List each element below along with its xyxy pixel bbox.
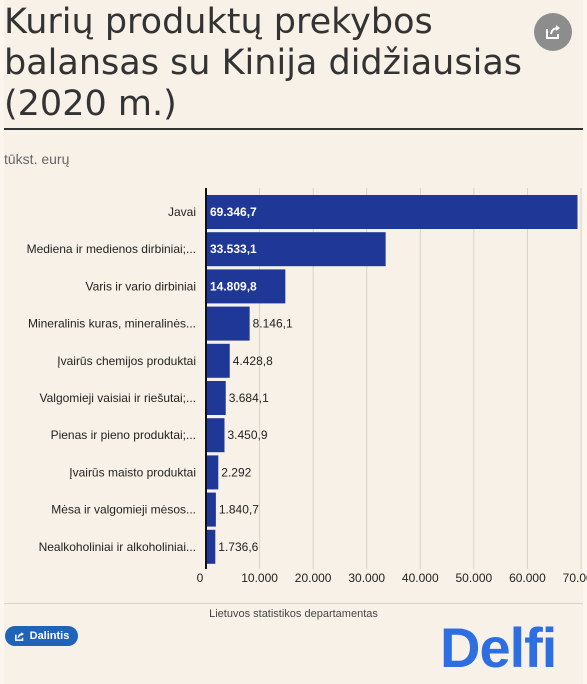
share-link-label: Dalintis <box>29 630 70 642</box>
data-label: 8.146,1 <box>253 317 293 331</box>
source-text: Lietuvos statistikos departamentas <box>209 608 378 620</box>
x-tick-label: 10.000 <box>241 571 278 585</box>
bar-chart: 0 10.000 20.000 30.000 40.000 50.000 60.000 70.… <box>27 188 587 585</box>
data-label: 14.809,8 <box>210 279 257 293</box>
delfi-logo[interactable]: Delfi <box>440 616 557 679</box>
share-link-button[interactable]: Dalintis <box>5 626 78 646</box>
bar <box>206 269 286 304</box>
title-divider <box>4 128 583 130</box>
share-button[interactable] <box>534 13 572 51</box>
x-tick-label: 70.000 <box>563 571 587 585</box>
data-label: 3.684,1 <box>229 391 269 405</box>
chart-card <box>4 0 583 684</box>
x-tick-label: 60.000 <box>509 571 546 585</box>
bar <box>206 195 578 229</box>
data-label: 3.450,9 <box>227 428 267 442</box>
bar <box>206 529 216 564</box>
share-icon <box>14 631 24 641</box>
x-tick-label: 50.000 <box>456 571 493 585</box>
category-label: Įvairūs chemijos produktai <box>57 354 196 368</box>
data-label: 1.736,6 <box>218 540 258 554</box>
bar <box>206 232 386 267</box>
category-label: Nealkoholiniai ir alkoholiniai... <box>39 540 196 554</box>
bar <box>206 343 230 378</box>
bar <box>206 492 216 527</box>
data-label: 69.346,7 <box>210 205 257 219</box>
bar <box>206 418 225 453</box>
data-label: 1.840,7 <box>219 503 259 517</box>
x-tick-label: 30.000 <box>348 571 385 585</box>
unit-label: tūkst. eurų <box>4 151 70 167</box>
x-tick-label: 0 <box>197 571 204 585</box>
category-label: Varis ir vario dirbiniai <box>86 279 196 293</box>
bar <box>206 381 226 415</box>
source-divider <box>4 603 583 604</box>
category-label: Mėsa ir valgomieji mėsos... <box>51 503 196 517</box>
category-label: Įvairūs maisto produktai <box>69 465 196 479</box>
bar <box>206 306 250 341</box>
data-label: 2.292 <box>221 465 251 479</box>
category-label: Pienas ir pieno produktai;... <box>51 428 196 442</box>
category-label: Mineralinis kuras, mineralinės... <box>28 317 196 331</box>
x-tick-label: 20.000 <box>295 571 332 585</box>
category-label: Mediena ir medienos dirbiniai;... <box>27 242 196 256</box>
x-tick-label: 40.000 <box>402 571 439 585</box>
page-title: Kurių produktų prekybos balansas su Kini… <box>4 2 523 124</box>
share-icon <box>546 25 560 39</box>
category-label: Valgomieji vaisiai ir riešutai;... <box>40 391 197 405</box>
data-label: 4.428,8 <box>233 354 273 368</box>
data-label: 33.533,1 <box>210 242 257 256</box>
category-label: Javai <box>168 205 196 219</box>
bar <box>206 455 219 490</box>
